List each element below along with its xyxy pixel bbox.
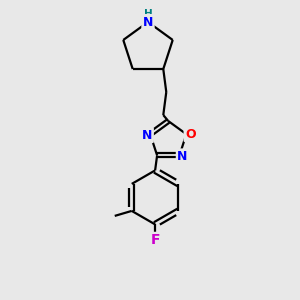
Text: N: N [177,150,188,163]
Text: F: F [150,233,160,248]
Text: H: H [144,9,152,19]
Text: O: O [185,128,196,141]
Text: N: N [142,129,152,142]
Text: N: N [143,16,153,28]
